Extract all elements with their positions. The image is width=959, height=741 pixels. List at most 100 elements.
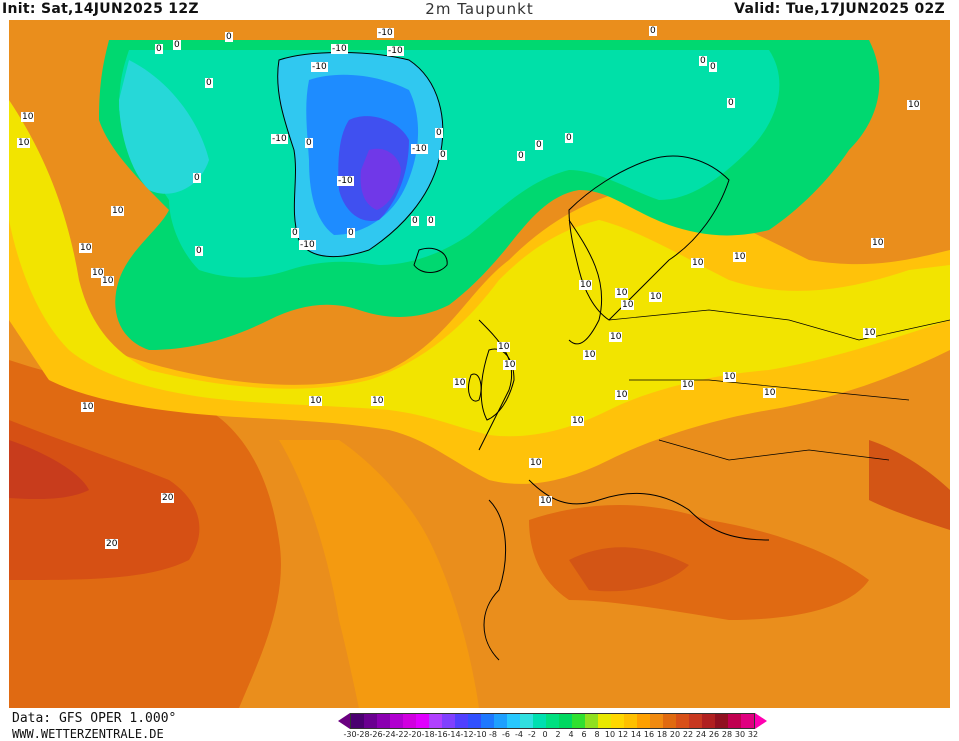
contour-label: 10	[79, 243, 93, 253]
legend-tick-label: -4	[515, 730, 523, 739]
legend-tick-label: 6	[581, 730, 587, 739]
legend-arrow-left	[338, 713, 350, 729]
legend-swatch	[533, 714, 546, 728]
contour-label: 10	[21, 112, 35, 122]
contour-label: 0	[709, 62, 717, 72]
contour-label: 10	[763, 388, 777, 398]
legend-tick-label: 14	[630, 730, 642, 739]
legend-tick-label: -8	[489, 730, 497, 739]
legend-swatch	[351, 714, 364, 728]
legend-tick-label: -10	[473, 730, 487, 739]
contour-label: 10	[681, 380, 695, 390]
contour-label: 10	[907, 100, 921, 110]
contour-label: -10	[331, 44, 348, 54]
legend-tick-label: -14	[447, 730, 461, 739]
website: WWW.WETTERZENTRALE.DE	[12, 727, 164, 741]
legend-swatch	[481, 714, 494, 728]
legend-tick-label: 2	[555, 730, 561, 739]
legend-swatch	[728, 714, 741, 728]
legend-swatch	[559, 714, 572, 728]
contour-label: 0	[649, 26, 657, 36]
contour-label: -10	[271, 134, 288, 144]
dewpoint-map: 10 10 10 10 10 10 10 10 10 10 10 10 10 10 10 10 10 10 10 10…	[9, 20, 950, 708]
contour-label: -10	[337, 176, 354, 186]
legend-tick-label: -30	[343, 730, 357, 739]
contour-label: 10	[579, 280, 593, 290]
legend-tick-label: -26	[369, 730, 383, 739]
data-source: Data: GFS OPER 1.000°	[12, 711, 177, 726]
legend-tick-label: 4	[568, 730, 574, 739]
legend-swatch	[403, 714, 416, 728]
contour-label: 0	[173, 40, 181, 50]
map-title: 2m Taupunkt	[425, 0, 534, 18]
contour-label: 0	[517, 151, 525, 161]
contour-label: 0	[411, 216, 419, 226]
contour-label: 10	[691, 258, 705, 268]
legend-tick-label: -16	[434, 730, 448, 739]
contour-label: -10	[299, 240, 316, 250]
legend-swatch	[442, 714, 455, 728]
legend-tick-label: 8	[594, 730, 600, 739]
legend-tick-label: -2	[528, 730, 536, 739]
legend-tick-label: 12	[617, 730, 629, 739]
legend-tick-label: 16	[643, 730, 655, 739]
contour-label: -10	[311, 62, 328, 72]
contour-label: -10	[411, 144, 428, 154]
legend-swatch	[572, 714, 585, 728]
color-legend: -30 -28 -26 -24 -22 -20 -18 -16 -14 -12 -10 -8 -6 -4-…	[338, 713, 767, 741]
legend-swatch	[377, 714, 390, 728]
contour-label: 10	[497, 342, 511, 352]
legend-tick-label: -20	[408, 730, 422, 739]
contour-label: 0	[305, 138, 313, 148]
legend-tick-label: 10	[604, 730, 616, 739]
contour-label: 10	[583, 350, 597, 360]
legend-swatch	[611, 714, 624, 728]
legend-tick-label: 28	[721, 730, 733, 739]
contour-label: 10	[863, 328, 877, 338]
contour-label: 10	[723, 372, 737, 382]
contour-label: 0	[225, 32, 233, 42]
contour-label: 10	[91, 268, 105, 278]
header-bar: 2m Taupunkt Init: Sat,14JUN2025 12Z Vali…	[0, 0, 959, 20]
legend-swatch	[494, 714, 507, 728]
contour-label: 0	[193, 173, 201, 183]
legend-tick-label: -28	[356, 730, 370, 739]
contour-label: 0	[435, 128, 443, 138]
contour-label: 10	[453, 378, 467, 388]
legend-bar	[350, 713, 755, 729]
contour-label: 0	[347, 228, 355, 238]
contour-label: 10	[621, 300, 635, 310]
contour-label: 10	[309, 396, 323, 406]
contour-label: 10	[101, 276, 115, 286]
legend-tick-label: 0	[542, 730, 548, 739]
contour-label: 0	[291, 228, 299, 238]
contour-label: 10	[503, 360, 517, 370]
legend-tick-label: -12	[460, 730, 474, 739]
contour-label: -10	[387, 46, 404, 56]
legend-swatch	[546, 714, 559, 728]
legend-swatch	[416, 714, 429, 728]
legend-swatch	[624, 714, 637, 728]
legend-swatch	[741, 714, 754, 728]
legend-swatch	[663, 714, 676, 728]
contour-label: 0	[439, 150, 447, 160]
contour-label: 0	[565, 133, 573, 143]
legend-tick-label: 24	[695, 730, 707, 739]
contour-label: 0	[727, 98, 735, 108]
contour-label: 10	[615, 390, 629, 400]
legend-ticks: -30 -28 -26 -24 -22 -20 -18 -16 -14 -12 -10 -8 -6 -4-…	[338, 729, 767, 741]
legend-swatch	[520, 714, 533, 728]
legend-swatch	[507, 714, 520, 728]
contour-label: 10	[371, 396, 385, 406]
legend-swatch	[390, 714, 403, 728]
contour-label: 20	[105, 539, 119, 549]
contour-label: -10	[377, 28, 394, 38]
contour-label: 10	[81, 402, 95, 412]
contour-label: 0	[699, 56, 707, 66]
legend-swatch	[689, 714, 702, 728]
contour-label: 10	[539, 496, 553, 506]
contour-label: 10	[17, 138, 31, 148]
legend-swatch	[364, 714, 377, 728]
legend-swatch	[598, 714, 611, 728]
contour-label: 10	[871, 238, 885, 248]
